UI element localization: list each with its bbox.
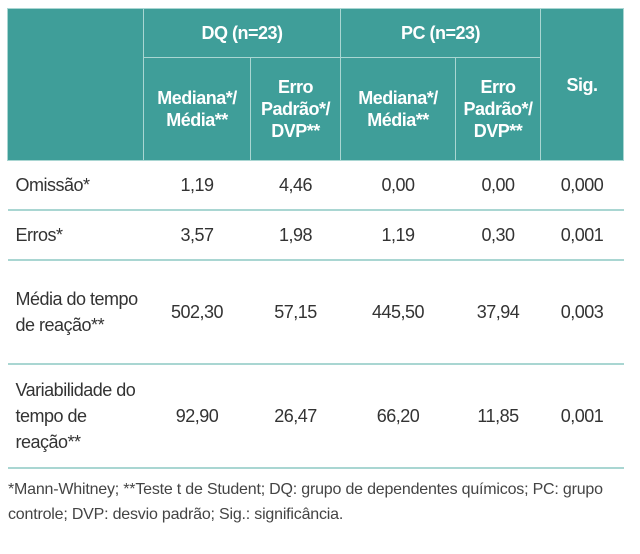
sub-header: Erro Padrão*/ DVP** xyxy=(455,57,541,161)
row-label: Erros* xyxy=(7,210,144,261)
cell: 502,30 xyxy=(143,260,251,365)
cell: 1,19 xyxy=(340,210,456,261)
cell: 11,85 xyxy=(455,364,541,469)
group-header-pc: PC (n=23) xyxy=(340,8,541,58)
row-label: Variabilidade do tempo de reação** xyxy=(7,364,144,469)
header-row-groups: DQ (n=23) PC (n=23) Sig. xyxy=(7,8,624,161)
cell: 0,30 xyxy=(455,210,541,261)
sub-header: Mediana*/ Média** xyxy=(340,57,456,161)
cell: 445,50 xyxy=(340,260,456,365)
row-label: Média do tempo de reação** xyxy=(7,260,144,365)
cell: 57,15 xyxy=(250,260,341,365)
sub-header: Erro Padrão*/ DVP** xyxy=(250,57,341,161)
cell: 4,46 xyxy=(250,160,341,211)
cell: 0,003 xyxy=(540,260,624,365)
table-row: Variabilidade do tempo de reação** 92,90… xyxy=(7,364,624,469)
cell: 0,001 xyxy=(540,210,624,261)
sub-header: Mediana*/ Média** xyxy=(143,57,251,161)
cell: 3,57 xyxy=(143,210,251,261)
table-row: Média do tempo de reação** 502,30 57,15 … xyxy=(7,260,624,365)
group-header-dq: DQ (n=23) xyxy=(143,8,341,58)
cell: 0,00 xyxy=(455,160,541,211)
cell: 26,47 xyxy=(250,364,341,469)
cell: 37,94 xyxy=(455,260,541,365)
cell: 1,98 xyxy=(250,210,341,261)
cell: 92,90 xyxy=(143,364,251,469)
header-row-sub: Mediana*/ Média** Erro Padrão*/ DVP** Me… xyxy=(8,57,624,161)
header-empty xyxy=(7,8,144,161)
cell: 0,001 xyxy=(540,364,624,469)
table-row: Erros* 3,57 1,98 1,19 0,30 0,001 xyxy=(7,210,624,261)
cell: 0,000 xyxy=(540,160,624,211)
table-footnote: *Mann-Whitney; **Teste t de Student; DQ:… xyxy=(8,481,603,523)
cell: 1,19 xyxy=(143,160,251,211)
results-table: DQ (n=23) PC (n=23) Sig. Mediana*/ Média… xyxy=(7,8,624,469)
row-label: Omissão* xyxy=(7,160,144,211)
cell: 66,20 xyxy=(340,364,456,469)
sig-header: Sig. xyxy=(540,8,624,161)
cell: 0,00 xyxy=(340,160,456,211)
table-row: Omissão* 1,19 4,46 0,00 0,00 0,000 xyxy=(7,160,624,211)
